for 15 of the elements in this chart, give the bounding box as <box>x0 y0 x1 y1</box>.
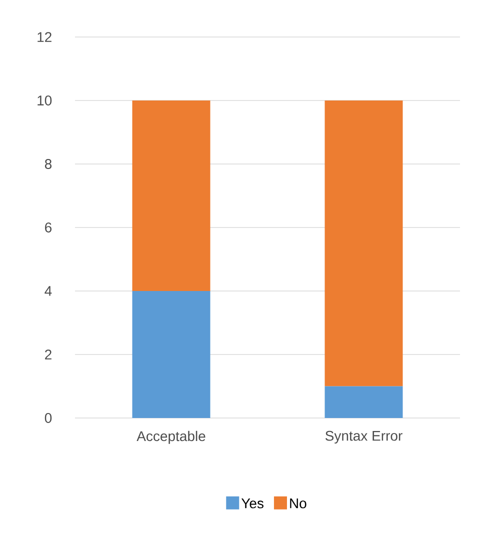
legend-label: Yes <box>241 498 264 508</box>
y-tick-label: 0 <box>44 413 52 423</box>
bar <box>132 291 210 418</box>
y-tick-label: 10 <box>38 96 52 106</box>
y-tick-label: 2 <box>45 350 52 360</box>
x-tick-label: Acceptable <box>136 430 206 444</box>
y-tick-label: 4 <box>44 286 52 296</box>
bar <box>132 100 210 291</box>
bar <box>324 386 403 418</box>
legend-label: No <box>290 498 306 508</box>
y-tick-label: 8 <box>44 159 52 169</box>
bar <box>324 100 403 386</box>
y-tick-label: 6 <box>45 222 52 232</box>
y-tick-label: 12 <box>38 32 52 42</box>
x-tick-label: Syntax Error <box>325 430 402 444</box>
